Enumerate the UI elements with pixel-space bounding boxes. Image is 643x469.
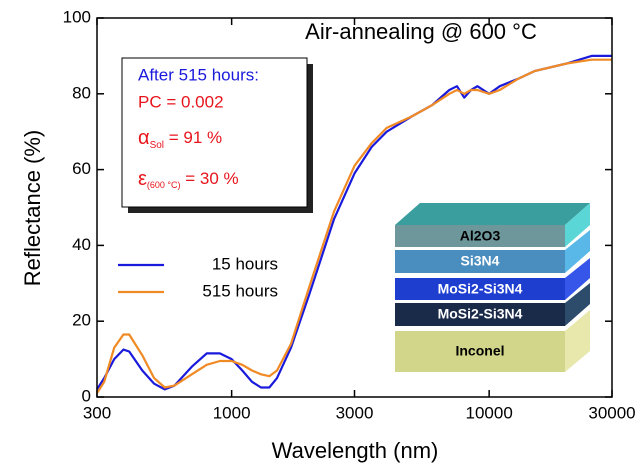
layer xyxy=(395,225,565,247)
layer-side xyxy=(565,203,590,247)
y-tick-label: 60 xyxy=(72,159,91,178)
legend-label: 515 hours xyxy=(202,281,278,300)
layer-label: MoSi2-Si3N4 xyxy=(438,306,523,322)
legend-label: 15 hours xyxy=(212,254,278,273)
plot-frame xyxy=(96,17,613,398)
annotation-box xyxy=(121,57,308,208)
y-axis-label: Reflectance (%) xyxy=(20,130,45,287)
y-tick-label: 0 xyxy=(82,386,91,405)
layer-label: Inconel xyxy=(455,343,504,359)
layer xyxy=(395,250,565,273)
layer xyxy=(395,278,565,300)
subscript: (600 °C) xyxy=(147,180,181,190)
y-tick-label: 80 xyxy=(72,83,91,102)
layer-label: MoSi2-Si3N4 xyxy=(438,281,523,297)
x-tick-label: 30000 xyxy=(588,403,635,422)
line xyxy=(96,58,612,394)
layer-top xyxy=(395,203,590,225)
layer-side xyxy=(565,230,590,273)
symbol: ε xyxy=(138,168,147,190)
annotation-pc: PC = 0.002 xyxy=(138,92,224,111)
chart-title: Air-annealing @ 600 °C xyxy=(305,19,537,44)
y-tick-label: 20 xyxy=(72,311,91,330)
x-tick-label: 1000 xyxy=(213,403,251,422)
y-tick-label: 100 xyxy=(63,7,91,26)
x-tick-label: 3000 xyxy=(336,403,374,422)
text: = 91 % xyxy=(164,128,222,147)
layer-stack: Al2O3 Si3N4 MoSi2-Si3N4 MoSi2-Si3N4 Inco… xyxy=(395,203,590,372)
x-tick-label: 10000 xyxy=(466,403,513,422)
annotation-heading: After 515 hours: xyxy=(138,65,259,84)
subscript: Sol xyxy=(150,140,164,151)
layer-label: Al2O3 xyxy=(460,228,501,244)
text: = 30 % xyxy=(181,169,239,188)
y-tick-label: 40 xyxy=(72,235,91,254)
annotation-epsilon: ε(600 °C) = 30 % xyxy=(138,168,239,190)
layer-label: Si3N4 xyxy=(461,253,500,269)
layer-side xyxy=(565,310,590,372)
layer-side xyxy=(565,283,590,326)
x-axis-label: Wavelength (nm) xyxy=(272,438,439,463)
annotation-alpha: αSol = 91 % xyxy=(138,127,222,150)
plot: 0 20 40 60 80 100 300 1000 3000 10000 30000 15 hour… xyxy=(63,7,636,422)
symbol: α xyxy=(138,127,150,149)
layer-side xyxy=(565,258,590,300)
layer xyxy=(395,331,565,372)
x-tick-label: 300 xyxy=(83,403,111,422)
layer xyxy=(395,303,565,326)
